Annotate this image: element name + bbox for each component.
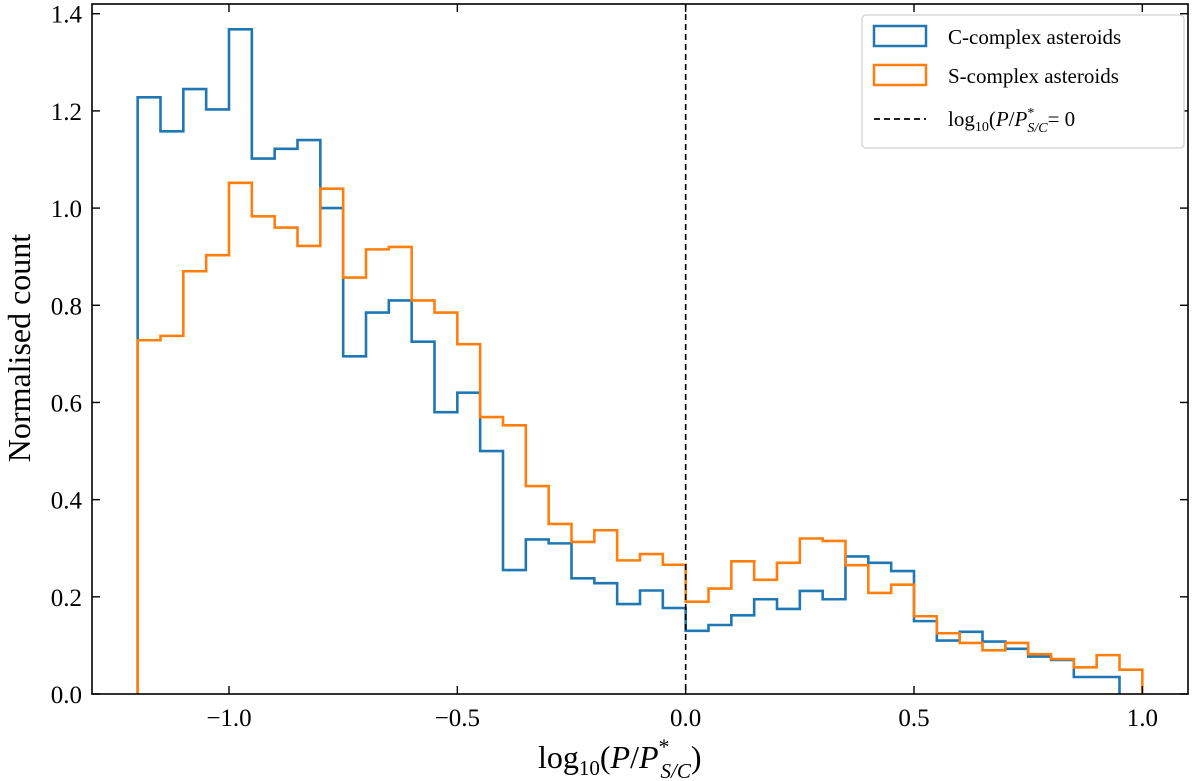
histogram-series-c-complex [136, 27, 1121, 694]
y-tick-label: 0.4 [51, 488, 83, 515]
y-tick-label: 1.2 [51, 99, 82, 126]
histogram-series-s-complex [136, 181, 1144, 694]
y-tick-label: 0.8 [51, 293, 82, 320]
y-tick-label: 0.2 [51, 585, 82, 612]
legend-frame [861, 14, 1185, 149]
x-tick-label: 0.0 [670, 705, 701, 732]
y-tick-label: 0.6 [51, 390, 82, 417]
axes-frame [91, 3, 1189, 695]
legend: C-complex asteroids S-complex asteroids … [861, 14, 1185, 149]
legend-swatch-s-complex [872, 63, 928, 87]
plot-area [91, 3, 1189, 695]
y-axis-label: Normalised count [1, 234, 37, 463]
legend-swatch-c-complex [872, 24, 928, 48]
legend-label-c-complex: C-complex asteroids [948, 25, 1121, 49]
x-tick-label: 1.0 [1127, 705, 1158, 732]
x-tick-label: −0.5 [435, 705, 480, 732]
legend-label-reference-line: log10(P/P* S/C= 0 [948, 106, 1075, 136]
legend-label-s-complex: S-complex asteroids [948, 64, 1119, 88]
y-tick-label: 1.0 [51, 196, 82, 223]
x-tick-label: 0.5 [898, 705, 929, 732]
y-tick-label: 1.4 [51, 2, 83, 29]
x-tick-label: −1.0 [206, 705, 251, 732]
axis-ticks: −1.0 −0.5 0.0 0.5 1.0 0.0 0.2 0.4 0.6 0.8 1.0 1.2 1.… [51, 2, 1188, 732]
x-axis-label: log10(P/P* S/C) [538, 734, 702, 781]
y-tick-label: 0.0 [51, 682, 82, 709]
